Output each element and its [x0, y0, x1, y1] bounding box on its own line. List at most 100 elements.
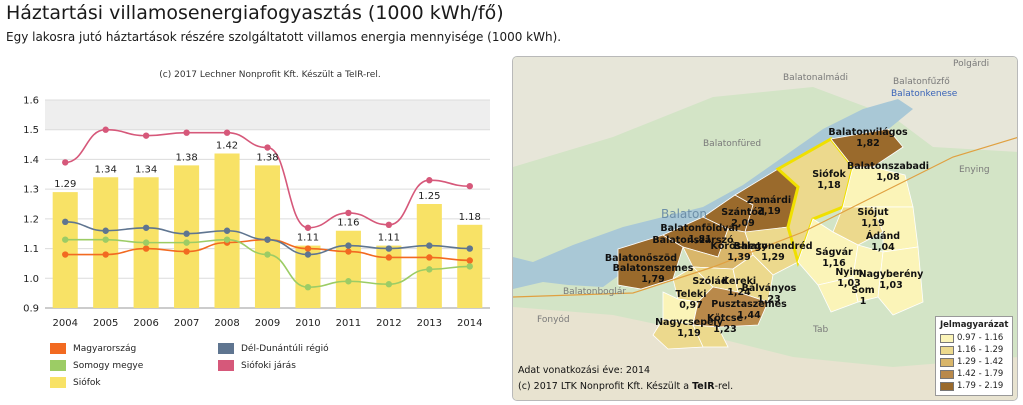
bar-label: 1.11: [378, 233, 400, 244]
point-Magyarország[interactable]: [183, 248, 190, 255]
point-Dél-Dunántúli régió[interactable]: [264, 236, 271, 243]
legend-item-Somogy megye[interactable]: Somogy megye: [50, 360, 143, 371]
point-Magyarország[interactable]: [304, 245, 312, 252]
map-legend-row: 1.79 - 2.19: [940, 380, 1008, 392]
map-label-Siójut[interactable]: Siójut 1,19: [857, 207, 889, 229]
bar-line-chart: (c) 2017 Lechner Nonprofit Kft. Készült …: [23, 69, 490, 329]
bar-label: 1.11: [297, 233, 319, 244]
map-label-Balatonszabadi[interactable]: Balatonszabadi 1,08: [846, 161, 930, 183]
map-label-Szántód[interactable]: Szántód 2,09: [721, 207, 765, 229]
bar-siofok-2011[interactable]: [335, 230, 361, 308]
point-Siófoki járás[interactable]: [62, 159, 69, 166]
farmland-south: [513, 307, 1017, 400]
point-Siófoki járás[interactable]: [466, 182, 473, 190]
point-Siófoki járás[interactable]: [304, 224, 312, 231]
map-label-Kőröshegy[interactable]: Kőröshegy 1,39: [710, 241, 768, 263]
line-Siófoki járás[interactable]: [65, 128, 470, 229]
map-label-Siófok[interactable]: Siófok 1,18: [812, 169, 846, 191]
x-tick-label: 2012: [376, 318, 401, 329]
bar-label: 1.38: [256, 152, 278, 163]
region-siojut: [832, 206, 884, 246]
map-label-Kereki[interactable]: Kereki 1,24: [721, 276, 757, 298]
point-Dél-Dunántúli régió[interactable]: [223, 227, 231, 234]
map-label-Bálványos[interactable]: Bálványos 1,23: [741, 283, 797, 305]
point-Somogy megye[interactable]: [223, 236, 231, 243]
point-Siófoki járás[interactable]: [264, 144, 271, 151]
map-label-Nyim[interactable]: Nyim 1,03: [835, 267, 863, 289]
point-Somogy megye[interactable]: [62, 236, 69, 243]
map-label-Szólád[interactable]: Szólád: [692, 276, 728, 287]
legend-label: Magyarország: [73, 343, 137, 354]
map-label-Balatonendréd[interactable]: Balatonendréd 1,29: [733, 241, 813, 263]
point-Siófoki járás[interactable]: [426, 177, 433, 184]
legend-swatch: [218, 360, 234, 371]
legend-item-Magyarország[interactable]: Magyarország: [50, 343, 136, 354]
place-balatonkenese: Balatonkenese: [891, 89, 958, 99]
point-Somogy megye[interactable]: [264, 251, 271, 258]
point-Magyarország[interactable]: [466, 257, 473, 264]
point-Somogy megye[interactable]: [102, 236, 109, 243]
bar-siofok-2004[interactable]: [52, 192, 78, 308]
map-label-Balatonföldvár[interactable]: Balatonföldvár 1,81: [660, 223, 740, 245]
map-label-Nagycsepely[interactable]: Nagycsepely 1,19: [655, 317, 723, 339]
point-Magyarország[interactable]: [426, 254, 433, 261]
point-Siófoki járás[interactable]: [183, 129, 190, 136]
point-Dél-Dunántúli régió[interactable]: [466, 245, 473, 252]
point-Magyarország[interactable]: [345, 248, 352, 255]
legend-item-Siófok[interactable]: Siófok: [50, 377, 101, 388]
point-Somogy megye[interactable]: [426, 266, 433, 273]
map-data-year: Adat vonatkozási éve: 2014: [518, 365, 651, 376]
map-legend-swatch: [940, 381, 954, 391]
map-legend-swatch: [940, 333, 954, 343]
point-Siófoki járás[interactable]: [345, 209, 352, 217]
map-label-Kötcse[interactable]: Kötcse 1,23: [707, 313, 743, 335]
x-tick-label: 2010: [295, 318, 320, 329]
page-subtitle: Egy lakosra jutó háztartások részére szo…: [6, 30, 562, 44]
region-nagycsepely: [652, 318, 704, 350]
map-label-Teleki[interactable]: Teleki 0,97: [675, 289, 707, 311]
legend-item-Siófoki járás[interactable]: Siófoki járás: [218, 360, 296, 371]
bar-label: 1.25: [418, 191, 440, 202]
map-label-Ságvár[interactable]: Ságvár 1,16: [815, 247, 853, 269]
map-legend-row: 1.16 - 1.29: [940, 344, 1008, 356]
y-tick-label: 1.5: [23, 125, 39, 136]
point-Somogy megye[interactable]: [304, 284, 312, 291]
map-label-Som[interactable]: Som 1: [851, 285, 875, 307]
map-legend-row: 1.29 - 1.42: [940, 356, 1008, 368]
x-tick-label: 2008: [214, 318, 239, 329]
map-label-Zamárdi[interactable]: Zamárdi 2,19: [746, 195, 792, 217]
point-Somogy megye[interactable]: [142, 239, 150, 246]
point-Somogy megye[interactable]: [345, 278, 352, 285]
point-Siófoki járás[interactable]: [223, 129, 231, 136]
map-label-Pusztaszemes[interactable]: Pusztaszemes 1,44: [711, 299, 787, 321]
legend-item-Dél-Dunántúli régió[interactable]: Dél-Dunántúli régió: [218, 343, 329, 354]
point-Dél-Dunántúli régió[interactable]: [304, 251, 312, 258]
point-Dél-Dunántúli régió[interactable]: [62, 218, 69, 226]
point-Magyarország[interactable]: [385, 254, 393, 261]
legend-label: Siófoki járás: [241, 360, 296, 371]
map-label-Balatonszemes[interactable]: Balatonszemes 1,79: [612, 263, 694, 285]
point-Dél-Dunántúli régió[interactable]: [183, 230, 190, 237]
point-Somogy megye[interactable]: [183, 239, 190, 246]
point-Magyarország[interactable]: [102, 251, 109, 258]
map-label-Balatonszárszó[interactable]: Balatonszárszó: [652, 235, 734, 246]
x-tick-label: 2005: [93, 318, 118, 329]
point-Siófoki járás[interactable]: [142, 132, 150, 139]
point-Siófoki járás[interactable]: [385, 221, 393, 228]
map-label-Balatonőszöd[interactable]: Balatonőszöd: [604, 253, 678, 264]
choropleth-map[interactable]: Polgárdi Balatonalmádi Balatonkenese Bal…: [512, 56, 1018, 401]
point-Somogy megye[interactable]: [466, 263, 473, 270]
legend-swatch: [50, 360, 66, 371]
point-Magyarország[interactable]: [62, 251, 69, 258]
point-Magyarország[interactable]: [142, 245, 150, 252]
map-label-Balatonvilágos[interactable]: Balatonvilágos 1,82: [828, 127, 908, 149]
point-Dél-Dunántúli régió[interactable]: [142, 224, 150, 231]
point-Dél-Dunántúli régió[interactable]: [385, 245, 393, 252]
point-Somogy megye[interactable]: [385, 281, 393, 288]
point-Dél-Dunántúli régió[interactable]: [426, 242, 433, 249]
map-label-Nagyberény[interactable]: Nagyberény 1,03: [858, 269, 924, 291]
map-label-Ádánd[interactable]: Ádánd 1,04: [865, 231, 901, 253]
point-Dél-Dunántúli régió[interactable]: [102, 227, 109, 234]
point-Siófoki járás[interactable]: [102, 126, 109, 133]
point-Dél-Dunántúli régió[interactable]: [345, 242, 352, 249]
